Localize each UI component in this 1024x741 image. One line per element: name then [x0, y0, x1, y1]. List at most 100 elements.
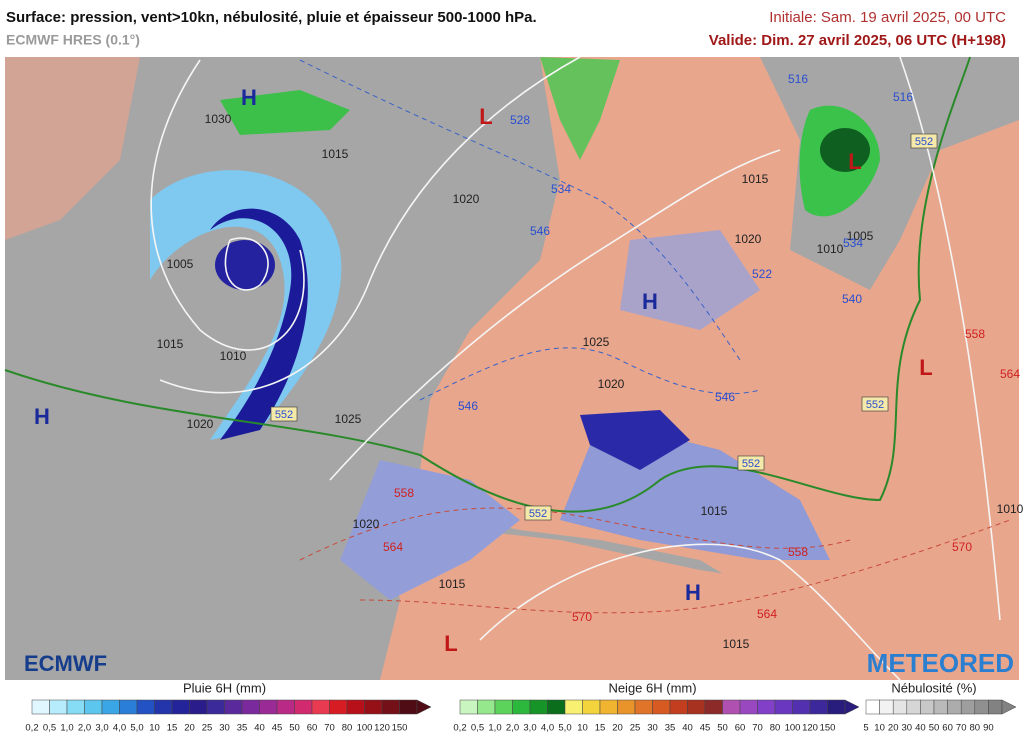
legend-label: 60 — [942, 723, 953, 734]
title: Surface: pression, vent>10kn, nébulosité… — [6, 9, 537, 26]
thickness-box — [910, 133, 938, 149]
thickness-label: 534 — [843, 236, 863, 250]
isobar-label: 1015 — [723, 637, 750, 651]
legend-swatch — [582, 699, 601, 715]
legend-label: 3,0 — [95, 723, 108, 734]
thickness-label: 558 — [788, 545, 808, 559]
isobar-label: 1015 — [439, 577, 466, 591]
legend-swatch — [960, 699, 976, 715]
legend-swatch — [947, 699, 962, 715]
isobar-label: 1030 — [205, 112, 232, 126]
legend-label: 10 — [874, 723, 885, 734]
legend-arrow — [844, 699, 860, 715]
legend-swatch — [564, 699, 583, 715]
legend-label: 15 — [595, 723, 606, 734]
legend-swatch — [154, 699, 173, 715]
isobar-label: 1025 — [583, 335, 610, 349]
thickness-box — [861, 396, 889, 412]
legend-title: Pluie 6H (mm) — [183, 680, 266, 695]
legend-swatch — [136, 699, 155, 715]
thickness-label: 564 — [383, 540, 403, 554]
legend-label: 40 — [682, 723, 693, 734]
thickness-box — [524, 505, 552, 521]
legend-swatch — [599, 699, 618, 715]
isobar-label: 1015 — [742, 172, 769, 186]
isobar-label: 1020 — [453, 192, 480, 206]
thickness-label: 546 — [458, 399, 478, 413]
logo-meteored: METEORED — [867, 648, 1014, 678]
legend-swatch — [459, 699, 478, 715]
legend-swatch — [364, 699, 383, 715]
legend-swatch — [547, 699, 566, 715]
legend-swatch — [84, 699, 103, 715]
pressure-center: H — [241, 85, 257, 110]
legend-label: 100 — [357, 723, 373, 734]
thickness-label: 570 — [952, 540, 972, 554]
thickness-label: 552 — [742, 458, 760, 470]
legend-label: 25 — [202, 723, 213, 734]
thickness-label: 552 — [866, 399, 884, 411]
legend-swatch — [206, 699, 225, 715]
legend-label: 10 — [577, 723, 588, 734]
legend-label: 0,5 — [43, 723, 56, 734]
pressure-center: L — [848, 149, 861, 174]
thickness-label: 522 — [752, 267, 772, 281]
thickness-label: 558 — [965, 327, 985, 341]
legend-swatch — [224, 699, 243, 715]
legend-swatch — [906, 699, 921, 715]
legend-label: 1,0 — [60, 723, 73, 734]
thickness-label: 552 — [529, 508, 547, 520]
model: ECMWF HRES (0.1°) — [6, 32, 140, 48]
legend-label: 70 — [752, 723, 763, 734]
legend-swatch — [792, 699, 811, 715]
legend-swatch — [617, 699, 636, 715]
legend-label: 35 — [665, 723, 676, 734]
legend-swatch — [687, 699, 706, 715]
legend-label: 0,2 — [453, 723, 466, 734]
legend-label: 45 — [700, 723, 711, 734]
legend-label: 150 — [392, 723, 408, 734]
isobar-label: 1010 — [817, 242, 844, 256]
legend-swatch — [512, 699, 531, 715]
legend-swatch — [892, 699, 908, 715]
thickness-label: 534 — [551, 182, 571, 196]
legend-label: 1,0 — [488, 723, 501, 734]
legend-swatch — [669, 699, 688, 715]
legend-swatch — [329, 699, 348, 715]
pressure-center: H — [685, 580, 701, 605]
thickness-label: 546 — [530, 224, 550, 238]
legend-swatch — [634, 699, 653, 715]
legend-label: 0,2 — [25, 723, 38, 734]
legend-label: 45 — [272, 723, 283, 734]
legend-label: 5 — [863, 723, 868, 734]
legend-swatch — [189, 699, 208, 715]
isobar-label: 1015 — [701, 504, 728, 518]
isobar-label: 1005 — [847, 229, 874, 243]
legend-label: 15 — [167, 723, 178, 734]
legend-label: 90 — [983, 723, 994, 734]
legend-swatch — [774, 699, 793, 715]
legend-label: 30 — [902, 723, 913, 734]
legend-label: 60 — [307, 723, 318, 734]
legend-label: 20 — [612, 723, 623, 734]
legend-swatch — [171, 699, 190, 715]
legend-swatch — [259, 699, 278, 715]
initial-time: Initiale: Sam. 19 avril 2025, 00 UTC — [769, 9, 1006, 26]
isobar-label: 1020 — [353, 517, 380, 531]
legend-swatch — [494, 699, 513, 715]
legend-label: 5,0 — [558, 723, 571, 734]
isobar-label: 1020 — [187, 417, 214, 431]
pressure-center: L — [479, 104, 492, 129]
legend-label: 80 — [970, 723, 981, 734]
legend-swatch — [311, 699, 330, 715]
thickness-label: 528 — [510, 113, 530, 127]
legend-swatch — [974, 699, 989, 715]
legend-swatch — [809, 699, 828, 715]
isobar-label: 1020 — [735, 232, 762, 246]
thickness-label: 516 — [893, 90, 913, 104]
thickness-label: 552 — [915, 136, 933, 148]
legend-label: 4,0 — [113, 723, 126, 734]
legend-label: 0,5 — [471, 723, 484, 734]
legend-label: 25 — [630, 723, 641, 734]
legend-label: 2,0 — [506, 723, 519, 734]
